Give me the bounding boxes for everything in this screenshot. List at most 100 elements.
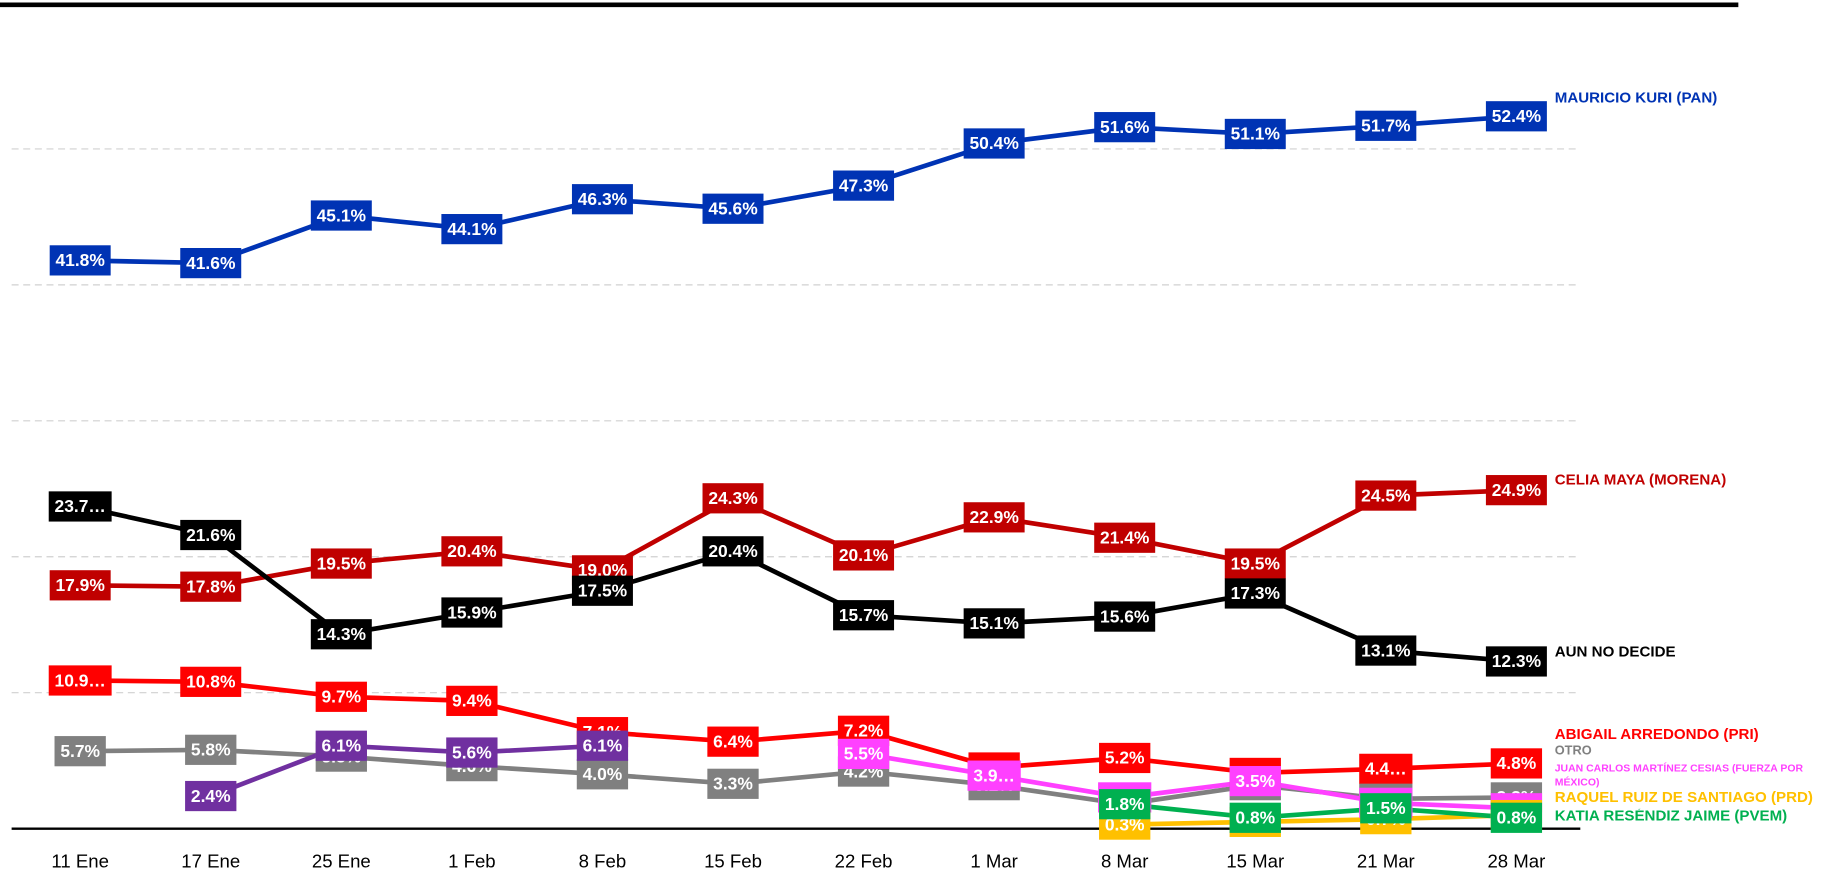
data-label-box <box>1229 765 1281 797</box>
data-label-box <box>48 665 112 696</box>
legend-entry: KATIA RESÉNDIZ JAIME (PVEM) <box>1554 808 1788 825</box>
x-tick-label: 22 Feb <box>835 850 893 871</box>
data-label-text: 24.5% <box>1361 485 1411 505</box>
data-label-text: 20.4% <box>447 541 497 561</box>
data-label-text: 20.4% <box>708 541 758 561</box>
series-line <box>80 747 1517 807</box>
data-label-box <box>49 245 111 276</box>
legend-entry: RAQUEL RUIZ DE SANTIAGO (PRD) <box>1554 790 1813 806</box>
data-label: 21.6% <box>180 519 242 551</box>
legend-entry: MAURICIO KURI (PAN) <box>1554 90 1718 106</box>
data-label: 3.9… <box>967 760 1021 791</box>
data-label-box <box>180 519 242 551</box>
data-label: 22.9% <box>963 502 1025 533</box>
legend-entry: AÚN NO DECIDE <box>1554 645 1676 661</box>
data-label: 3.3% <box>707 768 759 799</box>
data-label-text: 19.0% <box>578 560 628 580</box>
data-label-box <box>1224 118 1286 150</box>
data-label-box <box>1355 480 1417 511</box>
data-label-text: 13.1% <box>1361 640 1411 660</box>
data-label-box <box>49 570 111 601</box>
data-label-text: 17.9% <box>55 575 105 595</box>
legend-entry: OTRO <box>1555 744 1592 758</box>
data-label-text: 21.4% <box>1100 528 1150 548</box>
data-label-text: 51.6% <box>1100 117 1150 137</box>
x-tick-label: 25 Ene <box>312 850 371 871</box>
data-label-text: 41.6% <box>186 253 236 273</box>
data-label-box <box>1359 753 1413 784</box>
data-label-text: 50.4% <box>969 133 1019 153</box>
data-label-text: 5.7% <box>60 741 100 761</box>
data-label: 21.4% <box>1094 522 1156 553</box>
data-label-text: 41.8% <box>55 250 105 270</box>
data-label-text: 5.5% <box>844 744 884 764</box>
data-label: 24.5% <box>1355 480 1417 511</box>
data-label-text: 6.1% <box>583 736 623 756</box>
legend-label: MAURICIO KURI (PAN) <box>1554 90 1718 106</box>
data-label-box <box>707 726 759 757</box>
data-label: 17.5% <box>571 575 633 606</box>
data-label-box <box>1490 748 1543 779</box>
data-label: 6.1% <box>576 730 629 761</box>
data-label-box <box>185 734 237 765</box>
data-label-text: 15.1% <box>969 613 1019 633</box>
x-tick-label: 1 Mar <box>970 850 1018 871</box>
data-label-box <box>1094 522 1156 553</box>
data-label-text: 21.6% <box>186 525 236 545</box>
data-label-box <box>185 780 237 812</box>
x-tick-label: 1 Feb <box>448 850 496 871</box>
data-label-text: 14.3% <box>317 624 367 644</box>
series-line <box>1124 801 1517 821</box>
x-tick-label: 8 Feb <box>579 850 627 871</box>
legend-label: AÚN NO DECIDE <box>1554 645 1676 661</box>
legend-label: RAQUEL RUIZ DE SANTIAGO (PRD) <box>1554 790 1813 806</box>
data-label: 1.8% <box>1099 789 1151 820</box>
legend-label: KATIA RESÉNDIZ JAIME (PVEM) <box>1554 808 1788 825</box>
data-label-box <box>702 536 764 567</box>
data-label-box <box>446 737 498 768</box>
data-label: 13.1% <box>1355 635 1417 666</box>
data-label-box <box>1485 101 1547 132</box>
data-label-text: 3.9… <box>973 765 1015 785</box>
data-label-box <box>967 760 1021 791</box>
data-label-box <box>833 170 895 201</box>
data-label: 44.1% <box>441 214 503 245</box>
data-label-text: 3.5% <box>1235 771 1275 791</box>
data-label-text: 15.6% <box>1100 606 1150 626</box>
x-tick-label: 11 Ene <box>51 850 109 871</box>
data-label-box <box>1094 601 1156 632</box>
data-label-text: 17.8% <box>186 576 236 596</box>
data-label-box <box>1099 742 1151 774</box>
legend-label: ABIGAIL ARREDONDO (PRI) <box>1554 727 1759 743</box>
data-label-box <box>702 193 764 224</box>
data-label: 15.7% <box>833 600 895 631</box>
x-tick-label: 8 Mar <box>1101 850 1149 871</box>
x-tick-label: 15 Mar <box>1226 850 1284 871</box>
data-label-text: 10.9… <box>55 670 106 690</box>
data-label-text: 6.4% <box>713 731 753 751</box>
legend: MAURICIO KURI (PAN) CELIA MAYA (MORENA) AÚ… <box>1554 90 1813 825</box>
data-label-box <box>1099 789 1151 820</box>
data-label-box <box>1360 793 1412 824</box>
data-label: 45.6% <box>702 193 764 224</box>
data-label-text: 19.5% <box>1231 553 1281 573</box>
data-label-text: 51.1% <box>1231 124 1281 144</box>
data-label-box <box>1355 635 1417 666</box>
data-label: 51.7% <box>1355 110 1417 141</box>
data-label-text: 45.1% <box>317 205 367 225</box>
data-label: 14.3% <box>310 619 372 650</box>
data-label-text: 5.6% <box>452 742 492 762</box>
data-label-text: 24.9% <box>1492 480 1542 500</box>
data-label: 4.8% <box>1490 748 1543 779</box>
data-label: 9.4% <box>446 685 498 716</box>
x-tick-label: 28 Mar <box>1487 850 1545 871</box>
data-label-text: 4.8% <box>1497 753 1537 773</box>
data-label-text: 19.5% <box>317 553 367 573</box>
data-label-text: 24.3% <box>708 488 758 508</box>
data-label: 41.8% <box>49 245 111 276</box>
data-label: 17.3% <box>1224 578 1286 609</box>
data-label: 50.4% <box>963 128 1025 159</box>
legend-label: JUAN CARLOS MARTÍNEZ CESIAS (FUERZA POR … <box>1554 762 1804 789</box>
data-label-text: 4.0% <box>583 764 623 784</box>
data-label-text: 46.3% <box>578 189 628 209</box>
